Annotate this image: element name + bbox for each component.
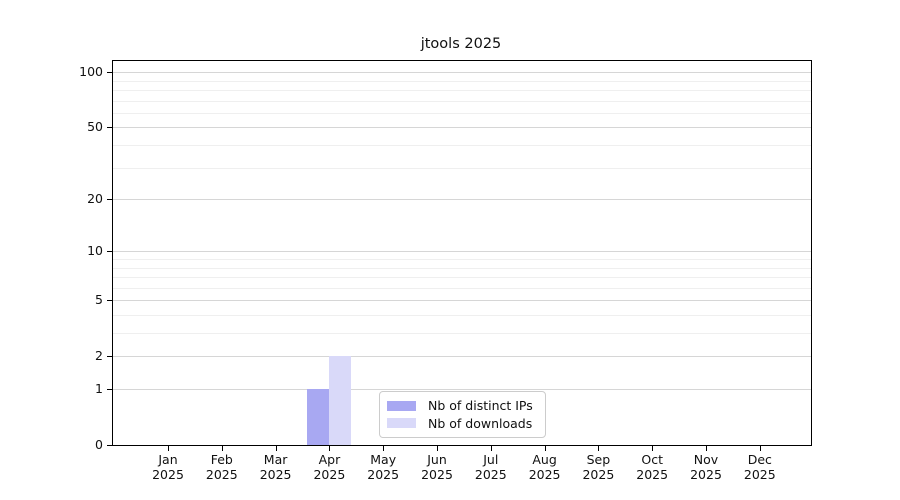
x-tick-label: Oct 2025	[624, 452, 680, 482]
legend-swatch	[387, 418, 416, 429]
x-tick-mark	[652, 446, 654, 451]
x-tick-mark	[437, 446, 438, 451]
y-gridline-major	[113, 199, 811, 201]
y-gridline-minor	[113, 113, 811, 114]
y-tick-mark	[107, 199, 112, 201]
x-tick-mark	[759, 446, 761, 451]
legend-row: Nb of downloads	[387, 415, 537, 433]
x-tick-mark	[706, 446, 707, 451]
x-tick-month: Jun	[427, 452, 447, 467]
y-gridline-minor	[113, 277, 811, 278]
x-tick-label: Jul 2025	[463, 452, 519, 482]
x-tick-label: Mar 2025	[248, 452, 304, 482]
y-gridline-major	[113, 127, 811, 129]
x-tick-month: Aug	[532, 452, 557, 467]
y-tick-mark	[107, 72, 112, 74]
plot-area: Nb of distinct IPs Nb of downloads 0 1 2 5 10…	[79, 60, 812, 482]
y-gridline-minor	[113, 315, 811, 316]
x-tick-month: Feb	[210, 452, 233, 467]
x-tick-label: Jan 2025	[140, 452, 196, 482]
y-tick-mark	[107, 445, 112, 446]
y-gridline-minor	[113, 145, 811, 147]
y-gridline-minor	[113, 167, 811, 169]
x-tick-month: Mar	[263, 452, 288, 467]
y-tick-mark	[107, 356, 112, 358]
x-tick-year: 2025	[528, 467, 561, 482]
x-tick-year: 2025	[259, 467, 292, 482]
y-gridline-major	[113, 389, 811, 390]
y-tick-mark	[107, 389, 112, 390]
x-tick-month: Jan	[158, 452, 178, 467]
y-tick-label: 5	[95, 292, 103, 308]
x-tick-month: Nov	[693, 452, 719, 467]
x-tick-mark	[490, 446, 492, 451]
x-tick-mark	[598, 446, 600, 451]
y-tick-label: 10	[87, 243, 103, 259]
x-tick-year: 2025	[313, 467, 346, 482]
chart-title: jtools 2025	[420, 36, 502, 52]
x-tick-label: Sep 2025	[570, 452, 626, 482]
x-tick-year: 2025	[743, 467, 776, 482]
y-gridline-major	[113, 251, 811, 253]
x-tick-label: Apr 2025	[301, 452, 357, 482]
y-gridline-minor	[113, 287, 811, 289]
x-tick-label: May 2025	[355, 452, 411, 482]
x-tick-year: 2025	[367, 467, 400, 482]
x-tick-label: Aug 2025	[517, 452, 573, 482]
y-tick-mark	[107, 251, 112, 253]
legend-label: Nb of downloads	[428, 415, 533, 431]
legend-label: Nb of distinct IPs	[428, 398, 533, 414]
x-tick-mark	[383, 446, 385, 451]
x-tick-year: 2025	[690, 467, 722, 482]
x-tick-mark	[221, 446, 223, 451]
x-tick-label: Nov 2025	[678, 452, 734, 482]
x-tick-label: Feb 2025	[194, 452, 250, 482]
x-tick-month: Oct	[641, 452, 663, 467]
y-gridline-minor	[113, 333, 811, 334]
x-tick-month: May	[370, 452, 397, 467]
y-gridline-major	[113, 300, 811, 302]
y-gridline-major	[113, 72, 811, 74]
x-tick-year: 2025	[474, 467, 507, 482]
x-tick-mark	[544, 446, 546, 451]
y-tick-label: 2	[95, 348, 103, 364]
y-tick-label: 1	[95, 381, 103, 396]
y-gridline-minor	[113, 259, 811, 260]
y-gridline-minor	[113, 100, 811, 102]
x-tick-month: Apr	[318, 452, 341, 467]
bar-nb-of-distinct-ips	[307, 389, 330, 445]
y-gridline-minor	[113, 80, 811, 82]
y-tick-label: 100	[79, 64, 103, 80]
y-tick-label: 20	[87, 191, 103, 207]
legend: Nb of distinct IPs Nb of downloads	[379, 391, 546, 438]
y-tick-label: 50	[87, 119, 103, 135]
x-tick-mark	[275, 446, 277, 451]
x-tick-year: 2025	[421, 467, 453, 482]
legend-swatch	[387, 400, 416, 411]
y-gridline-major	[113, 356, 811, 358]
x-tick-month: Sep	[586, 452, 611, 467]
x-tick-mark	[168, 446, 169, 451]
legend-row: Nb of distinct IPs	[387, 397, 537, 415]
y-gridline-minor	[113, 267, 811, 269]
y-gridline-minor	[113, 90, 811, 92]
x-tick-year: 2025	[205, 467, 238, 482]
y-tick-mark	[107, 300, 112, 302]
x-tick-label: Dec 2025	[732, 452, 788, 482]
y-tick-mark	[107, 127, 112, 129]
x-tick-year: 2025	[152, 467, 184, 482]
x-tick-mark	[329, 446, 331, 451]
y-tick-label: 0	[95, 437, 103, 452]
x-tick-year: 2025	[582, 467, 615, 482]
x-tick-label: Jun 2025	[409, 452, 465, 482]
bar-nb-of-downloads	[329, 356, 352, 445]
x-tick-month: Jul	[483, 452, 499, 467]
x-tick-month: Dec	[747, 452, 772, 467]
x-tick-year: 2025	[636, 467, 669, 482]
